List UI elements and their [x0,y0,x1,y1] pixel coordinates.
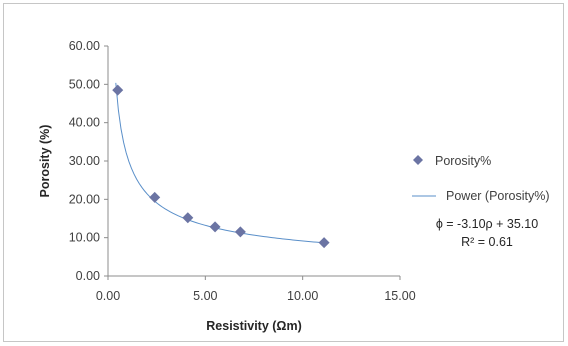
chart-frame: 0.00 5.00 10.00 15.00 0.00 10.00 20.00 30.00 40… [3,3,564,342]
y-tick-label: 30.00 [69,154,100,168]
trendline-equation: ϕ = -3.10ρ + 35.10 [436,217,538,231]
legend: Porosity% Power (Porosity%) [412,154,550,203]
chart: 0.00 5.00 10.00 15.00 0.00 10.00 20.00 30.00 40… [38,39,550,333]
y-tick-label: 50.00 [69,77,100,91]
y-tick-label: 10.00 [69,231,100,245]
legend-label-series: Porosity% [435,154,491,168]
y-tick-label: 60.00 [69,39,100,53]
data-point [182,212,194,224]
x-tick-label: 0.00 [96,289,120,303]
trendline-power [115,82,325,244]
data-point [112,84,124,96]
data-points [112,84,330,249]
data-point [209,221,221,233]
y-ticks: 0.00 10.00 20.00 30.00 40.00 50.00 60.00 [69,39,108,283]
legend-marker-diamond [413,155,423,165]
legend-label-trendline: Power (Porosity%) [446,189,550,203]
data-point [149,191,161,203]
y-tick-label: 20.00 [69,192,100,206]
data-point [234,226,246,238]
x-ticks: 0.00 5.00 10.00 15.00 [96,276,416,303]
x-axis-title: Resistivity (Ωm) [206,319,301,333]
x-tick-label: 15.00 [384,289,415,303]
data-point [318,237,330,249]
y-axis-title: Porosity (%) [38,125,52,198]
trendline-r-squared: R² = 0.61 [461,235,513,249]
x-tick-label: 10.00 [287,289,318,303]
y-tick-label: 40.00 [69,116,100,130]
x-tick-label: 5.00 [193,289,217,303]
y-tick-label: 0.00 [76,269,100,283]
